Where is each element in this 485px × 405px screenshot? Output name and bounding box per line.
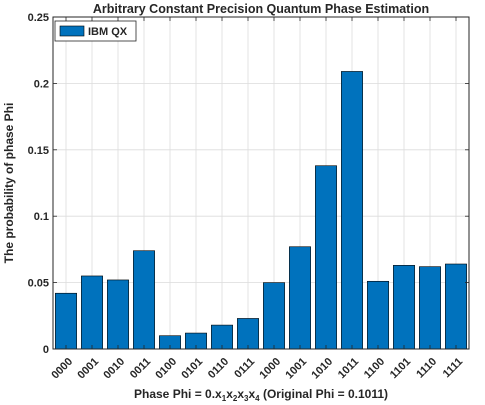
- plot-border: [52, 16, 470, 350]
- x-axis-label-digit-4: x: [248, 387, 255, 401]
- bar: [263, 282, 285, 350]
- bar: [315, 165, 337, 350]
- x-tick-label: 0010: [101, 356, 127, 382]
- x-axis-label-digit-3: x: [237, 387, 244, 401]
- x-tick-label: 1100: [362, 356, 387, 381]
- x-tick-label: 0011: [128, 356, 153, 381]
- x-axis-label-subscript-1: 1: [222, 394, 227, 403]
- bar: [107, 279, 129, 350]
- x-axis-label: Phase Phi = 0.x1x2x3x4 (Original Phi = 0…: [134, 387, 388, 403]
- x-tick-label: 1111: [441, 356, 466, 381]
- x-tick-label: 1010: [309, 356, 335, 382]
- x-axis-label-suffix: (Original Phi = 0.1011): [260, 387, 388, 401]
- y-tick-label: 0.25: [28, 12, 49, 24]
- y-tick-label: 0.15: [28, 145, 49, 157]
- legend-label: IBM QX: [88, 26, 128, 38]
- x-tick-label: 0101: [179, 356, 205, 382]
- x-axis-label-prefix: Phase Phi = 0.: [134, 387, 215, 401]
- x-tick-label: 0111: [232, 356, 257, 381]
- x-axis-label-digit-2: x: [226, 387, 233, 401]
- y-tick-label: 0.05: [28, 278, 49, 290]
- bar: [133, 250, 155, 350]
- bar: [81, 275, 103, 350]
- x-tick-label: 0110: [206, 356, 231, 381]
- x-tick-label: 1101: [388, 356, 413, 381]
- bar: [55, 292, 77, 350]
- legend-swatch: [59, 25, 85, 37]
- bar: [237, 318, 259, 350]
- x-axis-label-digit-1: x: [215, 387, 222, 401]
- bar: [445, 263, 467, 350]
- x-tick-label: 1011: [336, 356, 361, 381]
- bar: [289, 246, 311, 350]
- x-tick-label: 1110: [414, 356, 439, 381]
- bar: [393, 265, 415, 350]
- y-tick-label: 0.1: [34, 211, 49, 223]
- bars: [55, 71, 467, 350]
- bar: [367, 280, 389, 350]
- x-tick-label: 0001: [75, 356, 101, 382]
- x-axis-label-subscript-2: 2: [233, 394, 238, 403]
- x-tick-label: 1000: [257, 356, 283, 382]
- y-axis-label: The probability of phase Phi: [2, 103, 16, 264]
- x-tick-label: 0000: [49, 356, 75, 382]
- legend: IBM QX: [54, 20, 137, 42]
- x-tick-label: 1001: [283, 356, 309, 382]
- y-tick-label: 0.2: [34, 78, 49, 90]
- bar: [419, 266, 441, 350]
- x-axis-label-subscript-4: 4: [255, 394, 260, 403]
- bar: [341, 71, 363, 350]
- chart-title: Arbitrary Constant Precision Quantum Pha…: [93, 2, 429, 16]
- x-tick-label: 0100: [153, 356, 179, 382]
- y-axis-ticks: 0 0.05 0.1 0.15 0.2 0.25: [28, 12, 469, 356]
- x-axis-label-subscript-3: 3: [244, 394, 249, 403]
- y-tick-label: 0: [43, 344, 49, 356]
